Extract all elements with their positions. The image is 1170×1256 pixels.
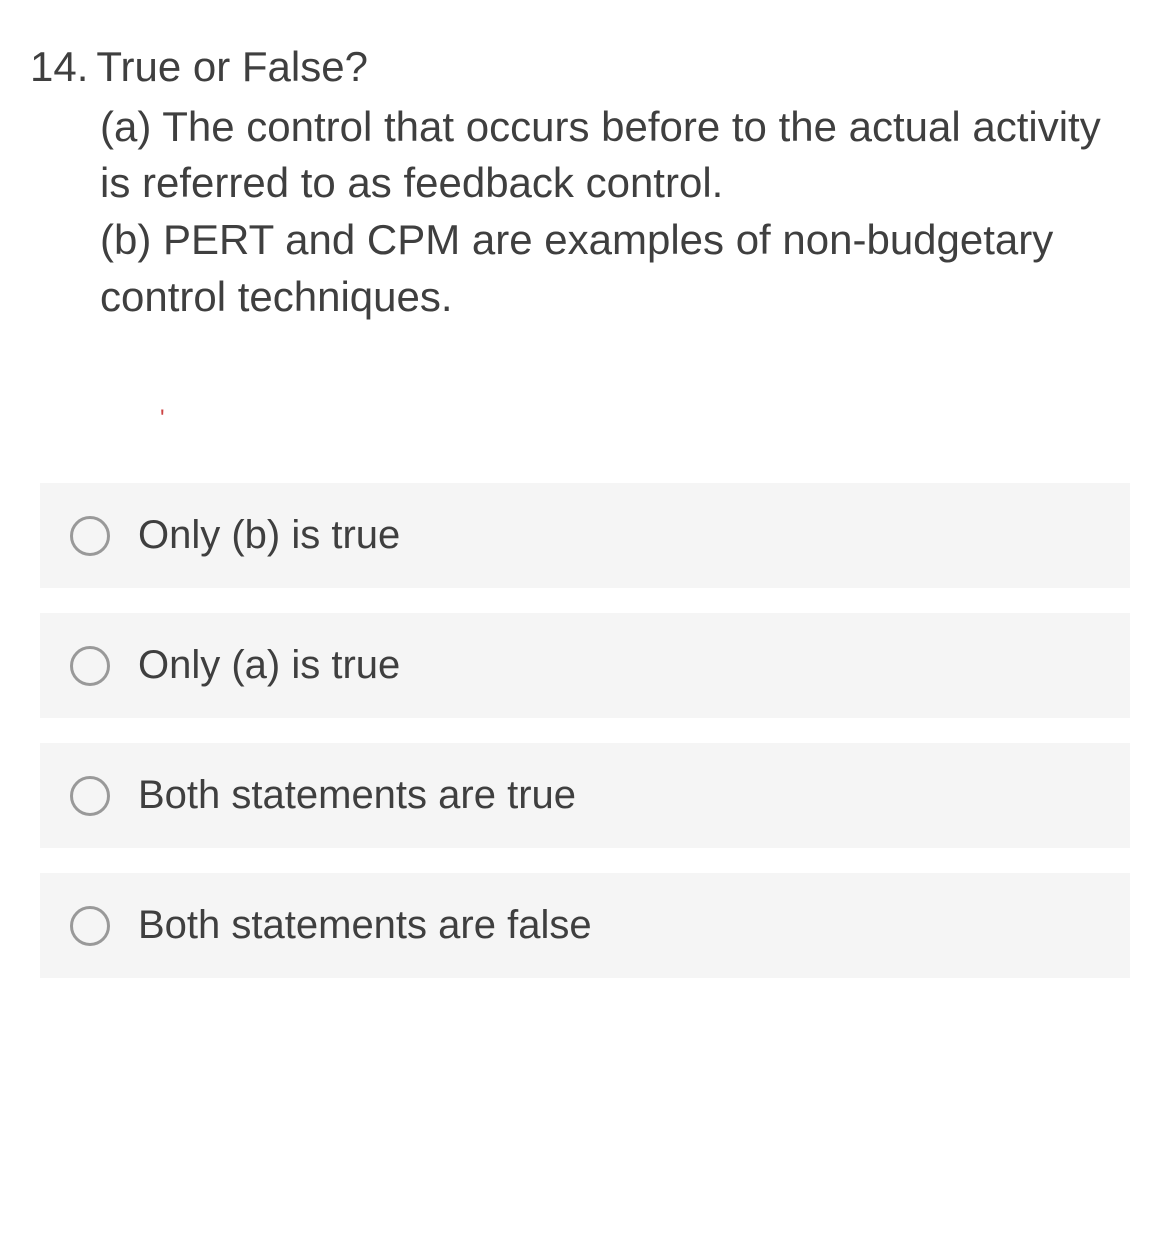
question-number: 14. [30,40,88,95]
statement-a: (a) The control that occurs before to th… [100,99,1140,212]
options-container: Only (b) is true Only (a) is true Both s… [30,483,1140,978]
question-body: (a) The control that occurs before to th… [100,99,1140,326]
radio-icon [70,516,110,556]
radio-icon [70,906,110,946]
stray-mark: ' [160,405,1140,433]
question-container: 14. True or False? (a) The control that … [30,40,1140,325]
statement-b: (b) PERT and CPM are examples of non-bud… [100,212,1140,325]
option-label: Both statements are false [138,903,592,948]
radio-icon [70,776,110,816]
option-both-false[interactable]: Both statements are false [40,873,1130,978]
radio-icon [70,646,110,686]
option-only-a[interactable]: Only (a) is true [40,613,1130,718]
option-label: Both statements are true [138,773,576,818]
option-both-true[interactable]: Both statements are true [40,743,1130,848]
option-only-b[interactable]: Only (b) is true [40,483,1130,588]
question-title: True or False? [96,40,368,95]
option-label: Only (a) is true [138,643,400,688]
option-label: Only (b) is true [138,513,400,558]
question-header: 14. True or False? [30,40,1140,95]
